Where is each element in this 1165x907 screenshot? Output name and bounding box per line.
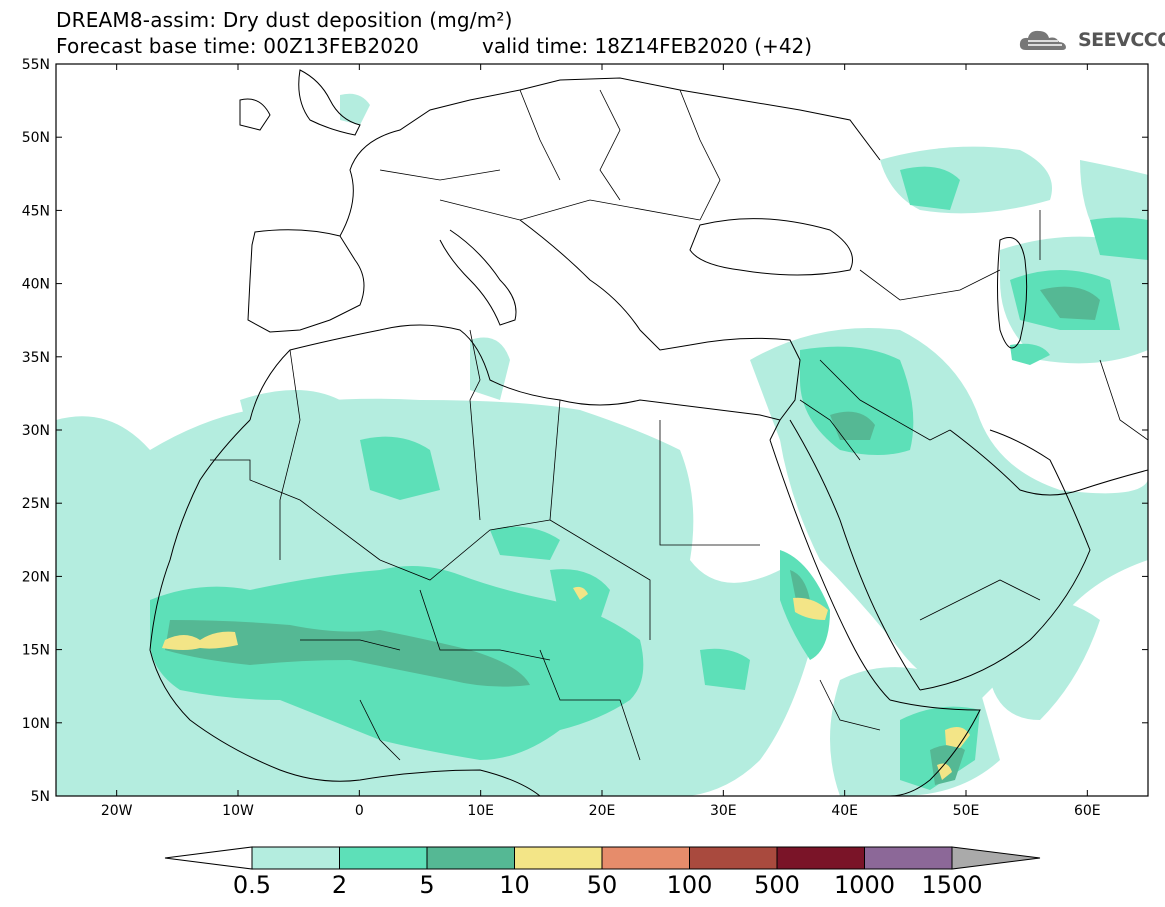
lon-label: 40E — [831, 803, 858, 819]
country-borders — [210, 89, 1148, 761]
colorbar-cell — [251, 846, 340, 870]
colorbar-label: 10 — [499, 871, 530, 899]
lon-label: 20E — [589, 803, 616, 819]
lon-label: 50E — [953, 803, 980, 819]
coastlines — [149, 77, 1148, 796]
british-isles — [239, 69, 361, 136]
lat-label: 40N — [22, 277, 50, 293]
lat-label: 15N — [22, 643, 50, 659]
colorbar-cell — [776, 846, 865, 870]
valid-time: valid time: 18Z14FEB2020 (+42) — [482, 34, 813, 58]
lat-label: 25N — [22, 496, 50, 512]
colorbar-label: 100 — [667, 871, 713, 899]
colorbar-right-arrow — [951, 846, 1041, 870]
latitude-axis: 55N 50N 45N 40N 35N 30N 25N 20N 15N 10N 5N — [22, 57, 1148, 805]
colorbar-label: 1500 — [921, 871, 982, 899]
colorbar-cell — [601, 846, 690, 870]
colorbar-left-arrow — [164, 846, 253, 870]
lat-label: 50N — [22, 130, 50, 146]
colorbar-cell — [864, 846, 953, 870]
map-title: DREAM8-assim: Dry dust deposition (mg/m²… — [56, 8, 513, 32]
colorbar-cell — [689, 846, 778, 870]
cloud-icon — [1019, 30, 1066, 50]
colorbar-cell — [514, 846, 603, 870]
lon-label: 60E — [1074, 803, 1101, 819]
lat-label: 55N — [22, 57, 50, 73]
lon-label: 20W — [101, 803, 133, 819]
colorbar-label: 1000 — [834, 871, 895, 899]
colorbar-label: 50 — [587, 871, 618, 899]
lon-label: 30E — [710, 803, 737, 819]
longitude-axis: 20W 10W 0 10E 20E 30E 40E 50E 60E — [101, 64, 1101, 819]
deposition-level-5 — [165, 286, 1100, 785]
lon-label: 0 — [355, 803, 364, 819]
lat-label: 30N — [22, 423, 50, 439]
lat-label: 45N — [22, 203, 50, 219]
lat-label: 35N — [22, 350, 50, 366]
lon-label: 10E — [467, 803, 494, 819]
lon-label: 10W — [222, 803, 254, 819]
lat-label: 10N — [22, 716, 50, 732]
colorbar-label: 0.5 — [233, 871, 271, 899]
logo-text: SEEVCCC — [1078, 29, 1165, 51]
lat-label: 5N — [31, 789, 50, 805]
colorbar-label: 2 — [332, 871, 347, 899]
colorbar-cell — [426, 846, 515, 870]
seevccc-logo: SEEVCCC — [1018, 26, 1165, 54]
colorbar-label: 500 — [754, 871, 800, 899]
colorbar-cell — [339, 846, 428, 870]
deposition-level-10 — [162, 586, 970, 780]
lat-label: 20N — [22, 569, 50, 585]
colorbar-label: 5 — [419, 871, 434, 899]
forecast-base-time: Forecast base time: 00Z13FEB2020 — [56, 34, 420, 58]
